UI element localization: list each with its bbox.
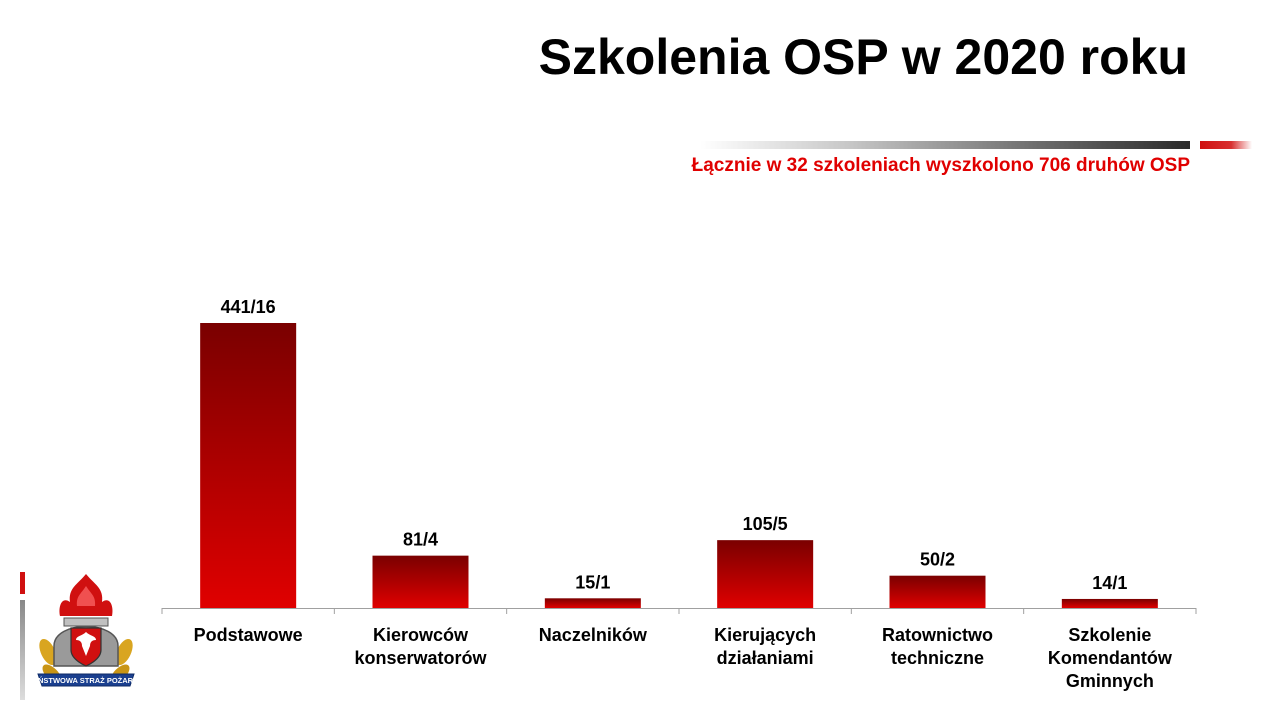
data-label: 105/5: [743, 514, 788, 534]
logo-text: PAŃSTWOWA STRAŻ POŻARNA: [34, 676, 138, 685]
page-title: Szkolenia OSP w 2020 roku: [538, 29, 1188, 85]
category-label: techniczne: [891, 648, 984, 668]
bar: [544, 598, 641, 608]
decorative-red-line: [1200, 141, 1252, 149]
bar: [717, 540, 814, 608]
bar: [1061, 598, 1158, 608]
decorative-red-stripe: [20, 572, 25, 594]
data-label: 50/2: [920, 550, 955, 570]
category-label: Gminnych: [1066, 671, 1154, 691]
data-label: 14/1: [1092, 573, 1127, 593]
x-axis: [161, 608, 1197, 614]
category-label: Komendantów: [1048, 648, 1173, 668]
decorative-gradient-line: [700, 141, 1190, 149]
bars-group: [200, 323, 1158, 608]
category-label: Ratownictwo: [882, 625, 993, 645]
psp-logo: PAŃSTWOWA STRAŻ POŻARNA: [34, 574, 138, 687]
data-label: 81/4: [403, 530, 438, 550]
decorative-grey-stripe: [20, 600, 25, 700]
category-label: działaniami: [717, 648, 814, 668]
data-labels-group: 441/16 81/4 15/1 105/5 50/2 14/1: [221, 297, 1128, 593]
chart-subtitle: Łącznie w 32 szkoleniach wyszkolono 706 …: [691, 155, 1190, 176]
data-label: 15/1: [575, 572, 610, 592]
category-labels-group: Podstawowe Kierowców konserwatorów Naczelni…: [194, 625, 1173, 691]
category-label: Szkolenie: [1068, 625, 1151, 645]
data-label: 441/16: [221, 297, 276, 317]
category-label: Kierujących: [714, 625, 816, 645]
bar: [200, 323, 297, 608]
category-label: Naczelników: [539, 625, 648, 645]
bar: [372, 555, 469, 608]
category-label: Kierowców: [373, 625, 469, 645]
bar: [889, 575, 986, 608]
category-label: Podstawowe: [194, 625, 303, 645]
category-label: konserwatorów: [354, 648, 487, 668]
